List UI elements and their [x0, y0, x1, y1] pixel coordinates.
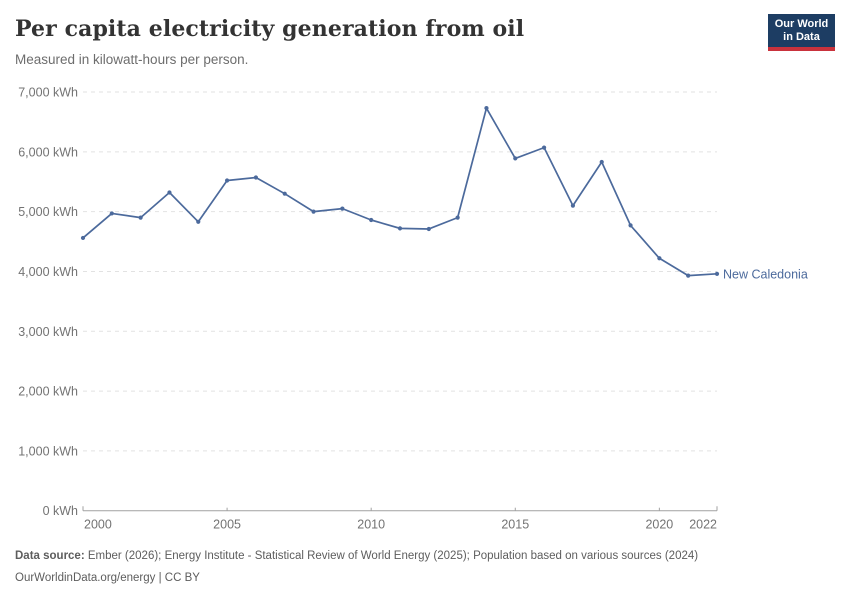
data-point-marker[interactable] — [282, 191, 287, 196]
data-point-marker[interactable] — [109, 211, 114, 216]
data-point-marker[interactable] — [513, 156, 518, 161]
data-point-marker[interactable] — [541, 145, 547, 150]
x-axis-tick-label: 2000 — [84, 518, 112, 532]
data-point-marker[interactable] — [138, 215, 143, 220]
data-point-marker[interactable] — [253, 175, 259, 180]
data-point-marker[interactable] — [657, 256, 662, 261]
data-point-marker[interactable] — [167, 190, 172, 195]
y-axis-tick-label: 6,000 kWh — [18, 145, 78, 159]
data-point-marker[interactable] — [196, 219, 201, 224]
data-line[interactable] — [82, 107, 718, 277]
owid-logo-line1: Our World — [774, 18, 829, 30]
y-axis-tick-label: 3,000 kWh — [18, 325, 78, 339]
x-axis-tick-label: 2015 — [501, 518, 529, 532]
data-point-marker[interactable] — [80, 235, 86, 241]
data-point-marker[interactable] — [484, 106, 489, 111]
data-point-marker[interactable] — [369, 217, 374, 223]
owid-logo-line2: in Data — [783, 31, 820, 43]
y-axis-tick-label: 1,000 kWh — [18, 444, 78, 458]
x-axis-tick-label: 2005 — [213, 518, 241, 532]
data-point-marker[interactable] — [628, 223, 633, 228]
x-axis-tick-label: 2020 — [645, 518, 673, 532]
x-axis-tick-label: 2010 — [357, 518, 385, 532]
page-title: Per capita electricity generation from o… — [15, 16, 525, 42]
series-entity-label[interactable]: New Caledonia — [723, 267, 808, 281]
license-line[interactable]: OurWorldinData.org/energy | CC BY — [15, 572, 200, 584]
data-point-marker[interactable] — [224, 178, 230, 183]
data-point-marker[interactable] — [455, 215, 460, 220]
y-axis-tick-label: 5,000 kWh — [18, 205, 78, 219]
data-point-marker[interactable] — [686, 273, 691, 278]
data-point-marker[interactable] — [426, 226, 431, 232]
owid-logo[interactable]: Our World in Data — [768, 14, 835, 51]
y-axis-tick-label: 4,000 kWh — [18, 265, 78, 279]
chart-subtitle: Measured in kilowatt-hours per person. — [15, 52, 249, 67]
data-point-marker[interactable] — [397, 226, 403, 231]
x-axis-tick-label: 2022 — [689, 518, 717, 532]
y-axis-tick-label: 2,000 kWh — [18, 385, 78, 399]
data-point-marker[interactable] — [311, 209, 316, 214]
data-source-text: Ember (2026); Energy Institute - Statist… — [84, 550, 699, 562]
data-point-marker[interactable] — [340, 206, 345, 211]
y-axis-tick-label: 7,000 kWh — [18, 86, 78, 100]
data-point-marker[interactable] — [714, 271, 720, 276]
data-source-label: Data source: — [15, 550, 85, 562]
data-source-line: Data source: Ember (2026); Energy Instit… — [15, 545, 825, 567]
chart-footer: Data source: Ember (2026); Energy Instit… — [15, 545, 825, 589]
y-axis-tick-label: 0 kWh — [43, 504, 78, 518]
data-point-marker[interactable] — [570, 203, 576, 208]
data-point-marker[interactable] — [599, 159, 604, 165]
